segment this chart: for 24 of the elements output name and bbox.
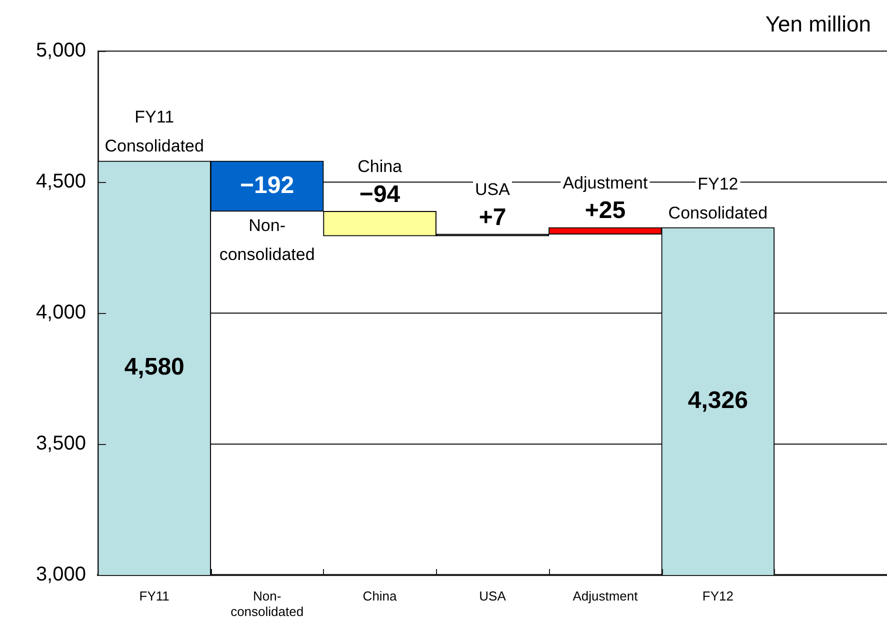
data-label: −94: [359, 180, 401, 208]
x-tick-label: Non- consolidated: [230, 588, 304, 619]
annotation: USA: [475, 180, 511, 199]
y-tick-label: 3,500: [36, 432, 86, 455]
data-label: 4,580: [124, 354, 184, 381]
x-tick-label: USA: [479, 588, 506, 604]
data-label: +25: [584, 197, 626, 224]
x-tick-label: Adjustment: [572, 588, 638, 604]
x-tick-label: FY12: [702, 588, 734, 604]
x-tick-label: FY11: [139, 588, 170, 604]
y-axis-title: Yen million: [765, 12, 871, 37]
y-tick-label: 5,000: [36, 40, 86, 62]
x-tick-label: China: [362, 588, 398, 604]
annotation: Adjustment: [562, 173, 648, 192]
annotation: China: [358, 157, 403, 176]
data-label: +7: [478, 204, 506, 231]
data-label: 4,326: [688, 386, 748, 414]
y-tick-label: 4,500: [36, 170, 86, 193]
annotation: FY11 Consolidated: [104, 108, 204, 156]
annotation: Non- consolidated: [219, 216, 315, 264]
y-tick-label: 4,000: [36, 302, 86, 324]
annotation: FY12 Consolidated: [668, 174, 768, 222]
y-tick-label: 3,000: [36, 564, 86, 586]
data-label: −192: [240, 172, 294, 199]
